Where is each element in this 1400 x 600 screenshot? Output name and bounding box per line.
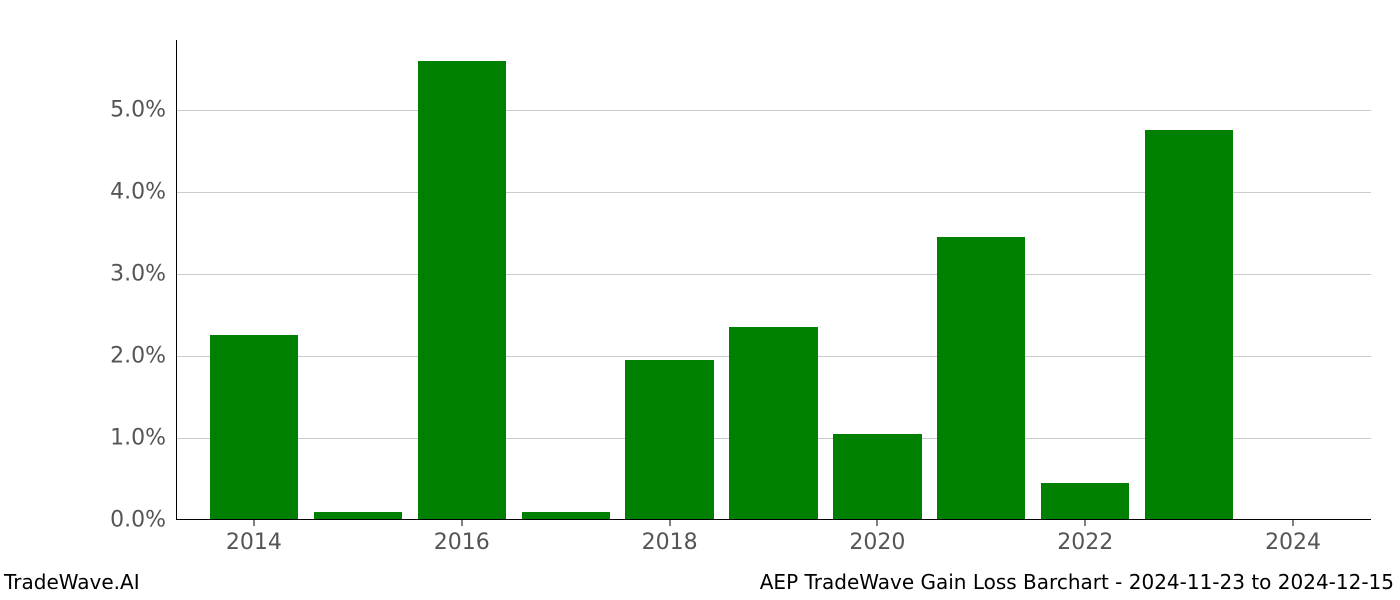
y-tick-label: 3.0% (110, 261, 176, 286)
bar (937, 237, 1025, 520)
bar (1145, 130, 1233, 520)
gridline (176, 110, 1371, 111)
chart-figure: 0.0% 1.0% 2.0% 3.0% 4.0% 5.0% 2014 2016 2018 2020… (0, 0, 1400, 600)
bar (729, 327, 817, 520)
y-tick-label: 4.0% (110, 179, 176, 204)
x-axis-line (176, 519, 1371, 520)
x-tick-label: 2014 (226, 520, 282, 555)
bar (418, 61, 506, 520)
caption-right: AEP TradeWave Gain Loss Barchart - 2024-… (760, 570, 1394, 594)
y-axis-line (176, 40, 177, 520)
bar (833, 434, 921, 520)
y-tick-label: 2.0% (110, 343, 176, 368)
x-tick-label: 2016 (434, 520, 490, 555)
plot-area: 0.0%1.0%2.0%3.0%4.0%5.0%2014201620182020… (176, 40, 1371, 520)
x-tick-label: 2020 (849, 520, 905, 555)
bar (210, 335, 298, 520)
x-tick-label: 2018 (642, 520, 698, 555)
y-tick-label: 5.0% (110, 97, 176, 122)
bar (1041, 483, 1129, 520)
bar (625, 360, 713, 520)
y-tick-label: 1.0% (110, 425, 176, 450)
watermark-left: TradeWave.AI (4, 570, 140, 594)
x-tick-label: 2022 (1057, 520, 1113, 555)
y-tick-label: 0.0% (110, 508, 176, 533)
x-tick-label: 2024 (1265, 520, 1321, 555)
